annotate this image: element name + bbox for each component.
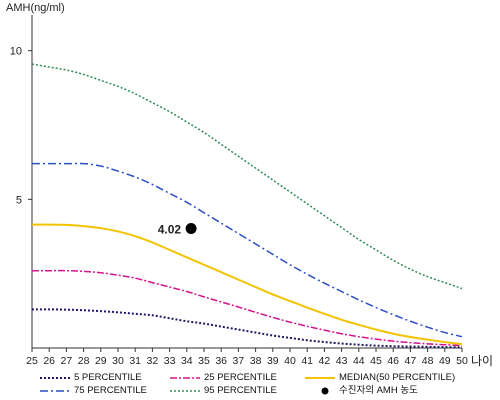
x-tick-label: 27 <box>61 355 73 367</box>
legend-swatch <box>40 377 70 379</box>
x-tick-label: 46 <box>387 355 399 367</box>
series-line-0 <box>31 308 463 349</box>
series-line-4 <box>31 63 463 290</box>
series-lines <box>31 63 463 349</box>
legend-label: 95 PERCENTILE <box>204 385 277 396</box>
legend-swatch <box>321 387 329 395</box>
x-tick-label: 26 <box>43 355 55 367</box>
y-tick-label: 10 <box>10 46 22 58</box>
series-line-2 <box>31 223 463 346</box>
x-tick-label: 32 <box>147 355 159 367</box>
y-axis-title: AMH(ng/ml) <box>6 2 65 14</box>
patient-amh-label: 4.02 <box>158 222 182 236</box>
x-tick-label: 34 <box>181 355 193 367</box>
legend-label: MEDIAN(50 PERCENTILE) <box>339 372 456 383</box>
x-tick-label: 29 <box>95 355 107 367</box>
x-tick-label: 44 <box>353 355 365 367</box>
x-tick-label: 45 <box>370 355 382 367</box>
legend-label: 5 PERCENTILE <box>74 372 142 383</box>
x-tick-label: 41 <box>301 355 313 367</box>
x-axis-title: 나이 <box>471 354 494 368</box>
x-tick-label: 37 <box>233 355 245 367</box>
x-tick-label: 38 <box>250 355 262 367</box>
x-tick-label: 30 <box>112 355 124 367</box>
x-tick-label: 33 <box>164 355 176 367</box>
x-tick-label: 39 <box>267 355 279 367</box>
legend-swatch <box>170 377 200 379</box>
axes: 5 10 25 26 27 28 29 30 31 32 33 34 35 36 37 38 39 40 41 42 4… <box>10 15 468 367</box>
amh-chart: 5 10 25 26 27 28 29 30 31 32 33 34 35 36 37 38 39 40 41 42 4… <box>10 15 468 367</box>
x-tick-label: 48 <box>422 355 434 367</box>
legend-label: 75 PERCENTILE <box>74 385 147 396</box>
legend-swatch <box>305 377 335 379</box>
x-tick-label: 31 <box>129 355 141 367</box>
legend-label: 25 PERCENTILE <box>204 372 277 383</box>
x-tick-label: 28 <box>78 355 90 367</box>
x-tick-label: 50 <box>456 355 468 367</box>
legend-swatch <box>40 390 70 392</box>
legend-label: 수진자의 AMH 농도 <box>339 385 418 396</box>
legend-swatch <box>170 390 200 392</box>
x-tick-label: 49 <box>439 355 451 367</box>
x-tick-label: 40 <box>284 355 296 367</box>
x-tick-label: 36 <box>215 355 227 367</box>
series-line-3 <box>31 162 463 338</box>
x-tick-label: 43 <box>336 355 348 367</box>
series-line-1 <box>31 269 463 347</box>
patient-amh-marker <box>185 222 197 234</box>
x-tick-label: 42 <box>319 355 331 367</box>
y-tick-label: 5 <box>16 194 22 206</box>
x-tick-label: 47 <box>405 355 417 367</box>
marker-layer: 4.02 <box>158 222 197 236</box>
x-tick-label: 25 <box>26 355 38 367</box>
x-tick-label: 35 <box>198 355 210 367</box>
legend: 5 PERCENTILE 25 PERCENTILE MEDIAN(50 PERCE… <box>40 371 480 399</box>
